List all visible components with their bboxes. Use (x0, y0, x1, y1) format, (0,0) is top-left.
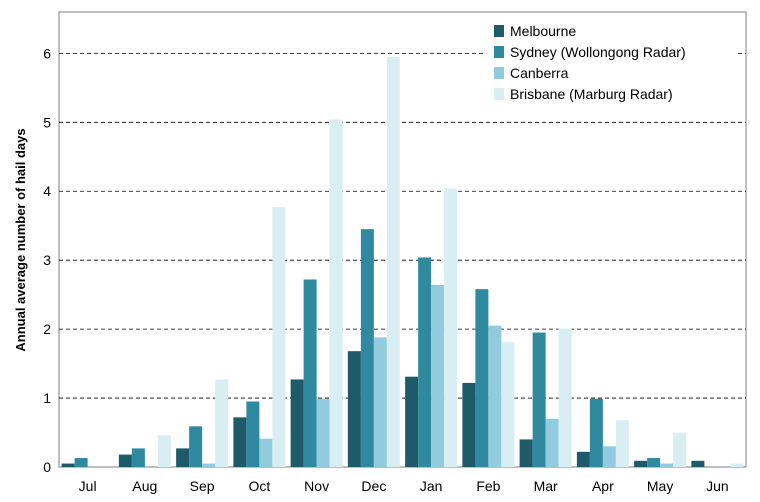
bar (589, 398, 603, 467)
y-tick-labels: 0 1 2 3 4 5 6 (43, 45, 51, 475)
x-tick-label: Nov (304, 478, 329, 494)
bar (475, 289, 489, 467)
bar (691, 460, 705, 467)
legend-entry: Canberra (510, 65, 569, 81)
bar (405, 376, 419, 467)
legend-background (484, 18, 736, 110)
bar (418, 257, 432, 467)
bar (74, 458, 88, 467)
legend-swatch (494, 67, 504, 79)
bar (118, 454, 132, 467)
y-tick-label: 5 (43, 114, 51, 130)
bar (615, 420, 629, 467)
bar (634, 460, 648, 467)
bar (360, 229, 374, 467)
bar (290, 379, 304, 467)
bar (532, 332, 546, 467)
bar (730, 463, 744, 467)
x-tick-label: Dec (361, 478, 386, 494)
bar (61, 463, 75, 467)
bar (647, 458, 661, 467)
bar (272, 207, 286, 467)
x-tick-label: May (647, 478, 673, 494)
legend-entry: Melbourne (510, 23, 576, 39)
bar (176, 448, 190, 467)
bar (202, 463, 216, 467)
bar (215, 379, 229, 467)
y-axis-title: Annual average number of hail days (13, 128, 28, 351)
x-tick-label: Sep (190, 478, 215, 494)
bar (386, 56, 400, 467)
bar (131, 448, 145, 467)
bar (303, 279, 317, 467)
x-tick-label: Feb (476, 478, 500, 494)
y-tick-label: 3 (43, 252, 51, 268)
x-tick-label: Mar (534, 478, 558, 494)
bar (519, 439, 533, 467)
bar (602, 446, 616, 467)
bar (673, 432, 687, 467)
bar (501, 342, 515, 467)
bar (576, 451, 590, 467)
bar (329, 119, 343, 467)
bar (462, 382, 476, 467)
bar (259, 438, 273, 467)
bar (558, 328, 572, 467)
x-tick-label: Jun (706, 478, 729, 494)
legend-swatch (494, 46, 504, 58)
y-tick-label: 4 (43, 183, 51, 199)
y-tick-label: 2 (43, 321, 51, 337)
bar (444, 188, 458, 467)
legend: Melbourne Sydney (Wollongong Radar) Canber… (484, 18, 736, 110)
bar (316, 398, 330, 467)
legend-swatch (494, 88, 504, 100)
legend-entry: Brisbane (Marburg Radar) (510, 86, 673, 102)
y-tick-label: 6 (43, 45, 51, 61)
y-tick-label: 1 (43, 390, 51, 406)
bar (246, 401, 260, 467)
bar (347, 351, 361, 467)
x-tick-label: Jan (420, 478, 443, 494)
x-tick-label: Oct (248, 478, 270, 494)
legend-entry: Sydney (Wollongong Radar) (510, 44, 686, 60)
x-tick-labels: Jul Aug Sep Oct Nov Dec Jan Feb Mar Apr May Jun (79, 478, 729, 494)
bar (189, 426, 203, 467)
bars (61, 56, 744, 467)
bar (233, 417, 247, 467)
bar (660, 463, 674, 467)
bar (373, 337, 387, 467)
bar (488, 325, 502, 467)
bar (157, 435, 171, 467)
x-tick-label: Aug (132, 478, 157, 494)
gridlines (59, 52, 746, 399)
legend-swatch (494, 25, 504, 37)
x-tick-label: Apr (592, 478, 614, 494)
x-tick-label: Jul (79, 478, 97, 494)
y-tick-label: 0 (43, 459, 51, 475)
bar (545, 418, 559, 467)
bar (431, 285, 445, 467)
